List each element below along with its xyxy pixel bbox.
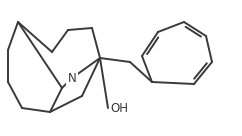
Text: OH: OH: [110, 101, 128, 115]
Text: N: N: [68, 72, 76, 84]
